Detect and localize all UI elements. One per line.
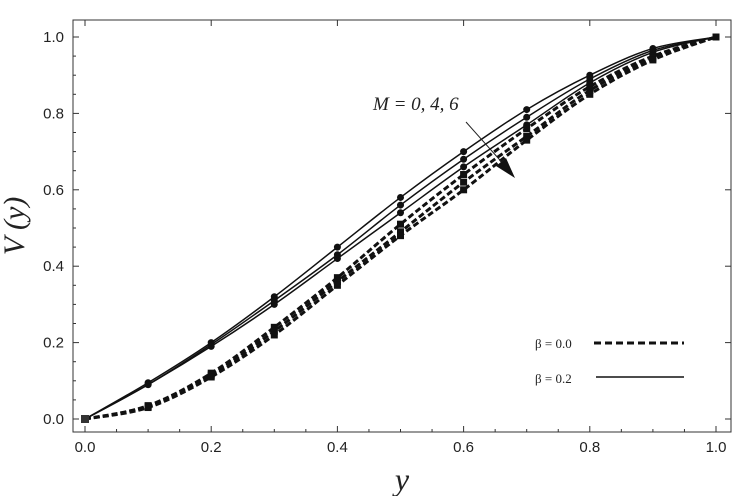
data-point bbox=[397, 209, 404, 217]
data-point bbox=[207, 342, 215, 350]
data-point bbox=[270, 323, 278, 331]
data-point bbox=[397, 201, 404, 209]
x-tick-label: 1.0 bbox=[706, 439, 727, 456]
data-point bbox=[270, 331, 278, 339]
x-tick-label: 0.8 bbox=[579, 439, 600, 456]
y-tick-label: 0.6 bbox=[43, 182, 64, 199]
data-point bbox=[333, 243, 341, 251]
y-tick-label: 0.8 bbox=[43, 105, 64, 122]
data-point bbox=[333, 274, 341, 282]
x-tick-label: 0.2 bbox=[201, 439, 222, 456]
data-point bbox=[460, 171, 468, 179]
data-point bbox=[586, 86, 594, 94]
data-point bbox=[523, 106, 531, 114]
data-point bbox=[460, 163, 468, 171]
y-tick-label: 0.2 bbox=[43, 335, 64, 352]
y-axis-label: V (y) bbox=[0, 197, 31, 256]
data-point bbox=[333, 255, 341, 263]
data-point bbox=[523, 113, 531, 121]
data-point bbox=[586, 90, 594, 98]
data-point bbox=[270, 327, 278, 335]
data-point bbox=[397, 220, 404, 228]
legend-label-0: β = 0.0 bbox=[535, 336, 572, 351]
data-point bbox=[333, 277, 341, 285]
x-axis-label: y bbox=[392, 461, 410, 496]
data-point bbox=[207, 373, 215, 381]
data-point bbox=[460, 155, 468, 163]
data-point bbox=[649, 56, 657, 64]
data-point bbox=[460, 186, 468, 194]
data-point bbox=[397, 193, 404, 201]
legend: β = 0.0 β = 0.2 bbox=[535, 336, 684, 386]
x-tick-label: 0.4 bbox=[327, 439, 348, 456]
annotation-label: M = 0, 4, 6 bbox=[372, 94, 459, 115]
y-tick-label: 1.0 bbox=[43, 29, 64, 46]
plot-frame bbox=[72, 19, 732, 433]
series-line-3 bbox=[84, 35, 717, 421]
x-tick-label: 0.6 bbox=[453, 439, 474, 456]
y-tick-label: 0.0 bbox=[43, 411, 64, 428]
data-point bbox=[586, 83, 594, 91]
annotation-arrow-line bbox=[465, 121, 508, 169]
data-point bbox=[460, 178, 468, 186]
y-tick-label: 0.4 bbox=[43, 258, 64, 275]
data-point bbox=[333, 281, 341, 289]
data-point bbox=[523, 125, 531, 133]
data-point bbox=[712, 33, 720, 41]
data-point bbox=[144, 404, 152, 412]
data-point bbox=[523, 132, 531, 140]
annotation: M = 0, 4, 6 bbox=[372, 94, 515, 178]
data-point bbox=[460, 148, 468, 156]
legend-label-1: β = 0.2 bbox=[535, 371, 572, 386]
data-point bbox=[144, 381, 152, 389]
annotation-arrow-head bbox=[496, 158, 515, 178]
data-point bbox=[523, 136, 531, 144]
data-point bbox=[397, 228, 404, 236]
data-point bbox=[270, 300, 278, 308]
data-point bbox=[397, 232, 404, 240]
data-point bbox=[81, 415, 89, 423]
x-tick-label: 0.0 bbox=[75, 439, 96, 456]
